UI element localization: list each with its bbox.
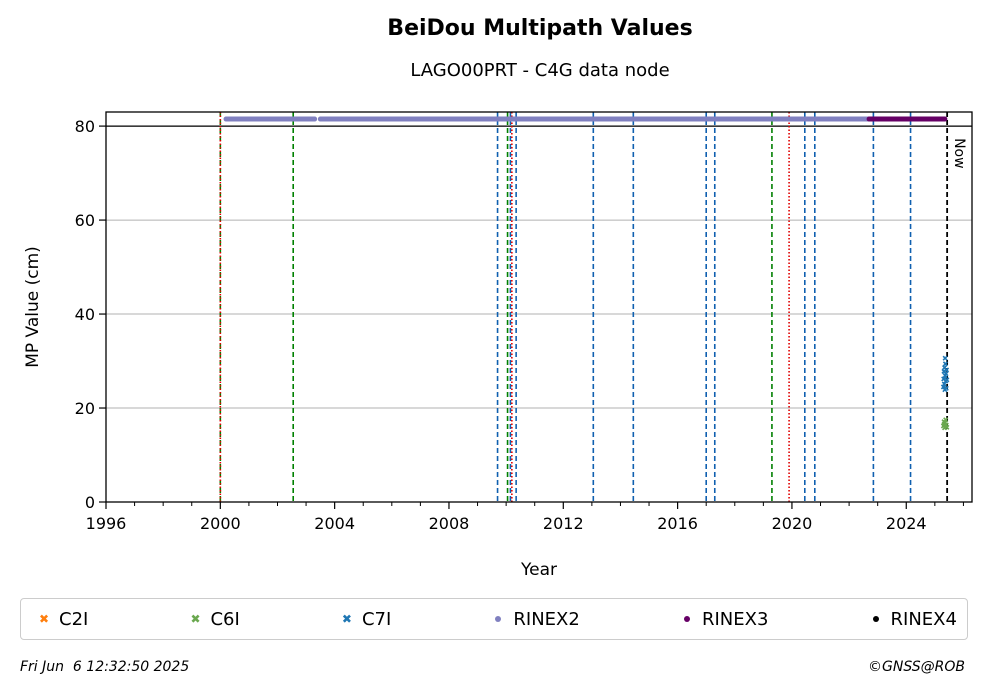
chart-subtitle: LAGO00PRT - C4G data node (410, 60, 670, 81)
legend-item-rinex3: RINEX3 (678, 609, 768, 630)
data-point-c7i (943, 385, 949, 391)
x-tick-label: 2008 (429, 514, 470, 533)
data-point-c7i (944, 377, 950, 383)
legend-item-c7i: ✖ C7I (338, 609, 391, 630)
legend-marker-c6i: ✖ (190, 612, 201, 626)
legend-marker-c7i: ✖ (341, 612, 352, 626)
legend-label-c2i: C2I (59, 608, 89, 630)
legend-label-rinex4: RINEX4 (890, 608, 957, 630)
y-axis-label: MP Value (cm) (23, 246, 43, 368)
x-tick-label: 2004 (314, 514, 355, 533)
now-label: Now (951, 138, 967, 169)
x-tick-label: 2012 (543, 514, 584, 533)
legend-item-rinex4: RINEX4 (867, 609, 957, 630)
data-point-c7i (942, 355, 948, 361)
legend: ✖ C2I ✖ C6I ✖ C7I RINEX2 RINEX3 RINEX4 (20, 598, 968, 640)
y-tick-label: 60 (75, 211, 95, 230)
data-point-c6i (943, 417, 949, 423)
legend-marker-rinex4 (872, 616, 879, 622)
legend-marker-rinex2 (495, 616, 502, 622)
chart-title: BeiDou Multipath Values (387, 16, 693, 41)
y-tick-label: 80 (75, 117, 95, 136)
data-point-c7i (941, 381, 947, 387)
y-tick-label: 20 (75, 399, 95, 418)
data-point-c7i (943, 367, 950, 373)
x-tick-label: 2016 (657, 514, 698, 533)
legend-item-c2i: ✖ C2I (35, 609, 88, 630)
footer-timestamp: Fri Jun 6 12:32:50 2025 (20, 659, 190, 675)
x-tick-label: 2024 (886, 514, 927, 533)
x-tick-label: 2000 (200, 514, 241, 533)
legend-label-rinex3: RINEX3 (701, 608, 769, 630)
y-tick-label: 40 (75, 305, 95, 324)
legend-item-c6i: ✖ C6I (186, 609, 239, 630)
plot-frame (105, 111, 973, 503)
legend-item-rinex2: RINEX2 (489, 608, 580, 630)
x-axis-label: Year (520, 560, 557, 580)
data-point-c7i (943, 371, 949, 377)
legend-label-rinex2: RINEX2 (513, 608, 580, 630)
legend-label-c6i: C6I (210, 608, 240, 630)
x-tick-label: 2020 (772, 514, 813, 533)
legend-marker-c2i: ✖ (38, 612, 50, 626)
legend-marker-rinex3 (683, 616, 690, 622)
legend-label-c7i: C7I (361, 608, 392, 630)
footer-credit: ©GNSS@ROB (868, 659, 965, 675)
x-tick-label: 1996 (86, 514, 127, 533)
data-point-c7i (942, 361, 948, 367)
data-point-c6i (941, 421, 947, 427)
y-tick-label: 0 (85, 493, 95, 512)
